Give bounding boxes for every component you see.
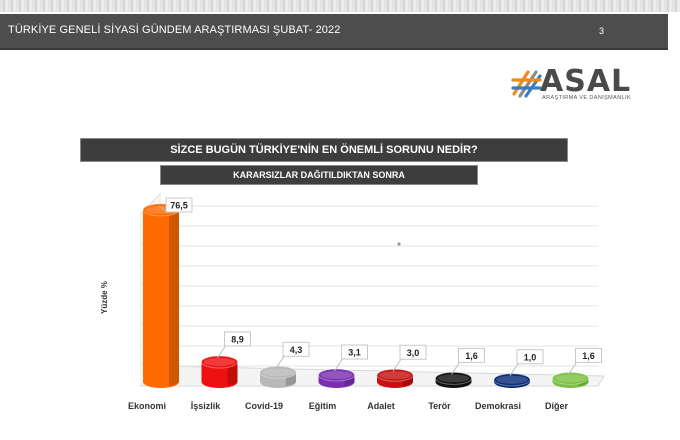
page-number: 3 <box>598 26 604 36</box>
category-label: Adalet <box>367 401 395 411</box>
bar-shade <box>169 209 179 386</box>
data-label-leader <box>334 358 343 372</box>
data-label: 1,6 <box>582 351 595 361</box>
bar-top-highlight <box>203 357 236 366</box>
data-label-leader <box>509 363 519 377</box>
data-label: 3,1 <box>348 348 361 358</box>
bar-top <box>201 355 238 369</box>
bar-top-highlight <box>554 374 587 383</box>
bar-top-highlight <box>496 375 528 384</box>
logo-wordmark: ASAL <box>540 64 632 99</box>
bar-top-highlight <box>320 371 353 380</box>
category-label: Diğer <box>545 401 569 411</box>
chart-floor <box>140 365 605 387</box>
bar-top <box>376 368 414 382</box>
data-label-box <box>575 347 602 363</box>
data-label-leader <box>451 362 460 375</box>
bar-top <box>435 371 472 385</box>
data-label-box <box>458 347 485 363</box>
asal-logo-mark-icon <box>511 70 542 98</box>
data-label-box <box>399 344 427 360</box>
category-label: Ekonomi <box>128 401 166 411</box>
bar-top <box>318 368 355 382</box>
data-label-leader <box>392 358 402 372</box>
y-axis-label: Yüzde % <box>100 281 109 314</box>
header-bar: TÜRKİYE GENELİ SİYASİ GÜNDEM ARAŞTIRMASI… <box>0 14 668 50</box>
data-label: 8,9 <box>231 334 244 344</box>
asal-logo: ASAL ARAŞTIRMA VE DANIŞMANLIK <box>510 64 640 104</box>
data-label-box <box>165 197 193 213</box>
data-label-box <box>341 344 368 360</box>
category-label: Terör <box>428 401 451 411</box>
top-border-strip <box>0 0 680 12</box>
data-label: 3,0 <box>407 348 420 358</box>
bar-top <box>259 365 297 379</box>
chart-subtitle: KARARSIZLAR DAĞITILDIKTAN SONRA <box>160 165 478 185</box>
data-label: 1,6 <box>465 351 478 361</box>
bar-top <box>552 371 589 385</box>
data-label: 4,3 <box>290 345 303 355</box>
data-label-leader <box>568 362 577 375</box>
bar-shade <box>227 361 238 386</box>
data-label-leader <box>217 345 226 359</box>
chart-title: SİZCE BUGÜN TÜRKİYE'NİN EN ÖNEMLİ SORUNU… <box>80 138 568 162</box>
category-label: Covid-19 <box>245 401 283 411</box>
category-label: İşsizlik <box>191 401 222 411</box>
bar-top-highlight <box>379 371 411 380</box>
category-label: Eğitim <box>309 401 337 411</box>
stray-dot <box>397 242 401 246</box>
data-label-box <box>516 349 544 365</box>
data-label-leader <box>275 356 285 369</box>
data-label: 76,5 <box>170 201 188 211</box>
data-label-box <box>282 341 310 357</box>
category-label: Demokrasi <box>475 401 521 411</box>
bar-ekonomi <box>143 209 179 388</box>
header-title: TÜRKİYE GENELİ SİYASİ GÜNDEM ARAŞTIRMASI… <box>8 24 341 36</box>
data-label-box <box>224 331 251 347</box>
bar-i̇şsizlik <box>201 361 238 389</box>
bar-top-highlight <box>437 374 470 383</box>
bar-top <box>493 373 531 387</box>
data-label: 1,0 <box>524 352 537 362</box>
logo-tagline: ARAŞTIRMA VE DANIŞMANLIK <box>542 95 632 101</box>
bar-top-highlight <box>262 368 294 377</box>
